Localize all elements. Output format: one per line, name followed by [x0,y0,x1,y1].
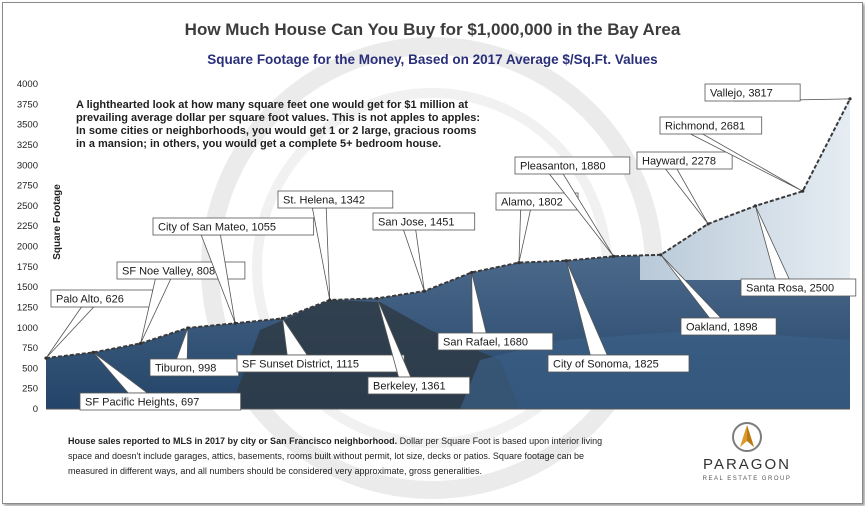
callout-box [704,83,801,102]
paragon-logo: PARAGON REAL ESTATE GROUP [692,421,802,491]
data-point [611,254,616,258]
callout-box [79,392,242,411]
data-point [801,189,805,193]
y-axis-label: Square Footage [52,184,63,260]
y-tick-label: 1000 [17,323,38,334]
annotation-line: prevailing average dollar per square foo… [76,112,480,124]
callout-pointer [664,168,709,225]
y-tick-label: 2250 [17,221,38,232]
data-point [91,350,95,354]
footnote-line: measured in different ways, and all numb… [68,466,483,476]
data-label: San Jose, 1451 [378,217,454,229]
callout-box [636,151,733,170]
y-tick-label: 0 [33,404,38,415]
data-point [328,298,332,302]
data-point [517,260,521,265]
data-label: Santa Rosa, 2500 [746,283,834,295]
callout-box [367,376,471,395]
annotation-line: A lighthearted look at how many square f… [76,99,468,111]
annotation-line: in a mansion; in others, you would get a… [76,138,441,150]
annotation-line: In some cities or neighborhoods, you wou… [76,125,476,137]
data-label: Vallejo, 3817 [710,88,773,100]
callout-box [659,116,763,135]
callout-box [514,156,631,175]
footnote: House sales reported to MLS in 2017 by c… [68,434,688,479]
data-label: Tiburon, 998 [155,363,216,375]
callout-box [680,317,777,336]
data-label: San Rafael, 1680 [443,337,528,349]
data-point [564,259,568,263]
data-label: St. Helena, 1342 [283,195,365,207]
footnote-line: space and doesn't include garages, attic… [68,451,585,461]
y-tick-label: 1500 [17,282,38,293]
data-point [186,326,190,330]
data-point [44,356,48,360]
y-tick-label: 2500 [17,201,38,212]
data-label: SF Pacific Heights, 697 [85,397,199,409]
data-label: Oakland, 1898 [686,322,758,334]
callout-pointer [402,229,425,292]
y-tick-label: 250 [22,384,38,395]
y-tick-label: 4000 [17,79,38,90]
y-tick-label: 500 [22,363,38,374]
y-tick-label: 750 [22,343,38,354]
y-tick-label: 3500 [17,120,38,131]
data-line [45,98,851,360]
y-tick-label: 2000 [17,242,38,253]
logo-tagline: REAL ESTATE GROUP [702,476,792,482]
data-label: Richmond, 2681 [665,121,745,133]
data-point [848,97,852,101]
y-tick-label: 3000 [17,160,38,171]
callouts: Palo Alto, 626 SF Pacific Heights, 697 SF … [44,83,857,411]
chart-subtitle: Square Footage for the Money, Based on 2… [207,52,658,67]
data-label: Alamo, 1802 [501,197,563,209]
callout-pointer [140,278,172,344]
data-label: Hayward, 2278 [642,156,716,168]
data-point [659,253,663,257]
callout-pointer [518,209,531,263]
data-point [233,321,237,325]
y-tick-label: 3750 [17,99,38,110]
data-label: City of Sonoma, 1825 [553,359,659,371]
logo-name: PARAGON [703,456,791,473]
annotation-text: A lighthearted look at how many square f… [76,99,480,150]
data-label: City of San Mateo, 1055 [158,222,276,234]
callout-box [740,278,857,297]
y-tick-label: 1250 [17,302,38,313]
data-point [138,341,143,345]
callout-box [437,332,554,351]
footnote-line: Dollar per Square Foot is based upon int… [397,436,603,446]
logo-mark-icon [732,422,762,452]
y-tick-label: 2750 [17,181,38,192]
y-tick-label: 1750 [17,262,38,273]
data-label: SF Sunset District, 1115 [242,359,359,371]
callout-box [547,354,690,373]
callout-box [152,217,315,236]
data-point [280,316,285,321]
callout-box [372,212,476,231]
data-point [753,204,758,208]
data-label: Berkeley, 1361 [373,381,446,393]
y-axis: 0 250 500 750 1000 1250 1500 1750 2000 2250 2500 27… [17,79,850,415]
callout-pointer [45,306,95,359]
y-tick-label: 3250 [17,140,38,151]
chart-title: How Much House Can You Buy for $1,000,00… [184,20,681,39]
data-label: Palo Alto, 626 [56,294,124,306]
callout-box [277,190,394,209]
callout-pointer [311,207,331,301]
data-label: Pleasanton, 1880 [520,161,606,173]
data-label: SF Noe Valley, 808 [122,266,215,278]
data-point [422,289,426,293]
data-point [375,296,379,301]
footnote-bold: House sales reported to MLS in 2017 by c… [68,436,398,446]
data-point [706,222,710,226]
data-point [470,270,474,275]
